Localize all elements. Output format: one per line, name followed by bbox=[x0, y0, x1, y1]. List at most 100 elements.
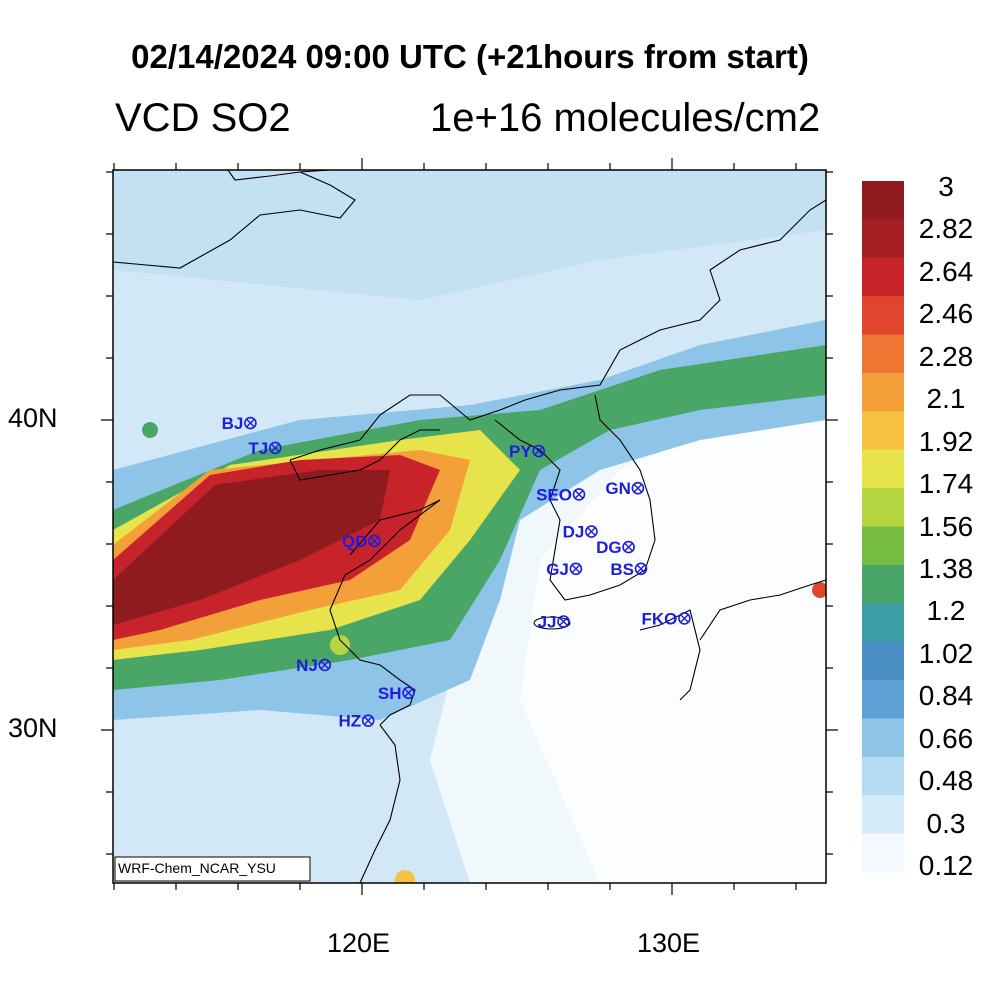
station-cross-icon bbox=[636, 564, 646, 574]
station-gj: GJ bbox=[546, 560, 583, 579]
model-label: WRF-Chem_NCAR_YSU bbox=[118, 860, 276, 876]
station-cross-icon bbox=[574, 490, 584, 499]
x-tick-label-120E: 120E bbox=[327, 928, 391, 958]
colorbar-segment bbox=[862, 257, 904, 297]
station-cross-icon bbox=[559, 617, 568, 626]
colorbar bbox=[862, 181, 904, 873]
colorbar-segment bbox=[862, 680, 904, 719]
station-marker-icon bbox=[532, 444, 546, 458]
station-cross-icon bbox=[680, 614, 689, 623]
colorbar-segment bbox=[862, 372, 904, 412]
station-cross-icon bbox=[404, 688, 413, 698]
colorbar-tick-label: 1.38 bbox=[918, 552, 974, 584]
station-label: BJ bbox=[222, 414, 244, 433]
station-marker-icon bbox=[368, 534, 381, 548]
station-marker-icon bbox=[634, 562, 648, 576]
station-marker-icon bbox=[244, 416, 257, 430]
station-jj: JJ bbox=[538, 613, 570, 632]
colorbar-tick-label: 2.82 bbox=[918, 213, 974, 245]
colorbar-segment bbox=[862, 564, 904, 604]
colorbar-segment bbox=[862, 296, 904, 336]
station-label: NJ bbox=[296, 656, 318, 675]
station-label: GN bbox=[605, 479, 631, 498]
colorbar-segment bbox=[862, 411, 904, 451]
station-cross-icon bbox=[587, 527, 596, 536]
axis-ticks bbox=[101, 158, 838, 895]
colorbar-segment bbox=[862, 756, 904, 796]
station-label: BS bbox=[610, 560, 634, 579]
colorbar-segment bbox=[862, 718, 904, 758]
station-cross-icon bbox=[363, 716, 373, 725]
station-marker-icon bbox=[569, 562, 583, 576]
y-tick-label-30N: 30N bbox=[8, 713, 58, 743]
plot-title: 02/14/2024 09:00 UTC (+21hours from star… bbox=[131, 38, 809, 75]
station-label: DJ bbox=[563, 523, 585, 542]
station-cross-icon bbox=[370, 536, 379, 546]
station-label: TJ bbox=[248, 439, 268, 458]
station-marker-icon bbox=[402, 686, 415, 700]
colorbar-segment bbox=[862, 603, 904, 643]
colorbar-segment bbox=[862, 488, 904, 527]
station-marker-icon bbox=[318, 658, 332, 672]
colorbar-segment bbox=[862, 219, 904, 259]
station-sh: SH bbox=[378, 684, 415, 703]
colorbar-tick-label: 1.2 bbox=[926, 595, 966, 627]
station-marker-icon bbox=[572, 488, 586, 501]
station-bs: BS bbox=[610, 560, 648, 579]
station-fko: FKO bbox=[642, 609, 691, 628]
colorbar-segment bbox=[862, 795, 904, 835]
station-label: GJ bbox=[546, 560, 569, 579]
station-label: HZ bbox=[339, 712, 362, 731]
colorbar-tick-label: 2.1 bbox=[926, 383, 966, 415]
colorbar-tick-label: 0.48 bbox=[918, 765, 974, 797]
station-hz: HZ bbox=[339, 712, 375, 731]
colorbar-tick-label: 2.28 bbox=[918, 340, 974, 372]
station-gn: GN bbox=[605, 479, 645, 498]
station-dj: DJ bbox=[563, 523, 598, 542]
units-label: 1e+16 molecules/cm2 bbox=[430, 96, 821, 140]
colorbar-tick-label: 1.74 bbox=[918, 468, 974, 500]
colorbar-tick-label: 1.02 bbox=[918, 637, 974, 669]
station-cross-icon bbox=[633, 483, 643, 493]
colorbar-tick-label: 2.46 bbox=[918, 298, 974, 330]
station-cross-icon bbox=[270, 443, 280, 453]
colorbar-tick-label: 1.92 bbox=[918, 425, 974, 457]
station-marker-icon bbox=[678, 612, 691, 625]
colorbar-segment bbox=[862, 526, 904, 566]
y-tick-label-40N: 40N bbox=[8, 403, 58, 433]
colorbar-tick-label: 0.66 bbox=[918, 722, 974, 754]
station-bj: BJ bbox=[222, 414, 257, 433]
station-label: QD bbox=[342, 532, 368, 551]
colorbar-tick-label: 3 bbox=[938, 171, 954, 202]
colorbar-tick-label: 2.64 bbox=[918, 255, 974, 287]
colorbar-segment bbox=[862, 449, 904, 489]
station-cross-icon bbox=[571, 564, 581, 574]
station-marker-icon bbox=[585, 525, 598, 538]
x-tick-label-130E: 130E bbox=[637, 928, 701, 958]
station-marker-icon bbox=[622, 540, 635, 554]
colorbar-segment bbox=[862, 334, 904, 374]
station-label: SH bbox=[378, 684, 402, 703]
station-marker-icon bbox=[557, 615, 570, 628]
station-dg: DG bbox=[596, 538, 635, 557]
colorbar-tick-label: 0.3 bbox=[926, 807, 966, 839]
station-nj: NJ bbox=[296, 656, 332, 675]
station-cross-icon bbox=[320, 660, 330, 670]
station-cross-icon bbox=[624, 542, 633, 552]
station-label: FKO bbox=[642, 609, 678, 628]
variable-label: VCD SO2 bbox=[115, 96, 291, 140]
station-label: JJ bbox=[538, 613, 557, 632]
coastline bbox=[113, 170, 826, 883]
colorbar-segment bbox=[862, 833, 904, 873]
so2-field bbox=[113, 170, 826, 883]
station-label: DG bbox=[596, 538, 622, 557]
colorbar-tick-label: 0.12 bbox=[918, 850, 974, 881]
station-label: SEO bbox=[536, 485, 572, 504]
station-seo: SEO bbox=[536, 485, 586, 504]
colorbar-tick-label: 1.56 bbox=[918, 510, 974, 542]
station-qd: QD bbox=[342, 532, 381, 551]
station-label: PY bbox=[509, 442, 532, 461]
station-marker-icon bbox=[631, 481, 645, 495]
